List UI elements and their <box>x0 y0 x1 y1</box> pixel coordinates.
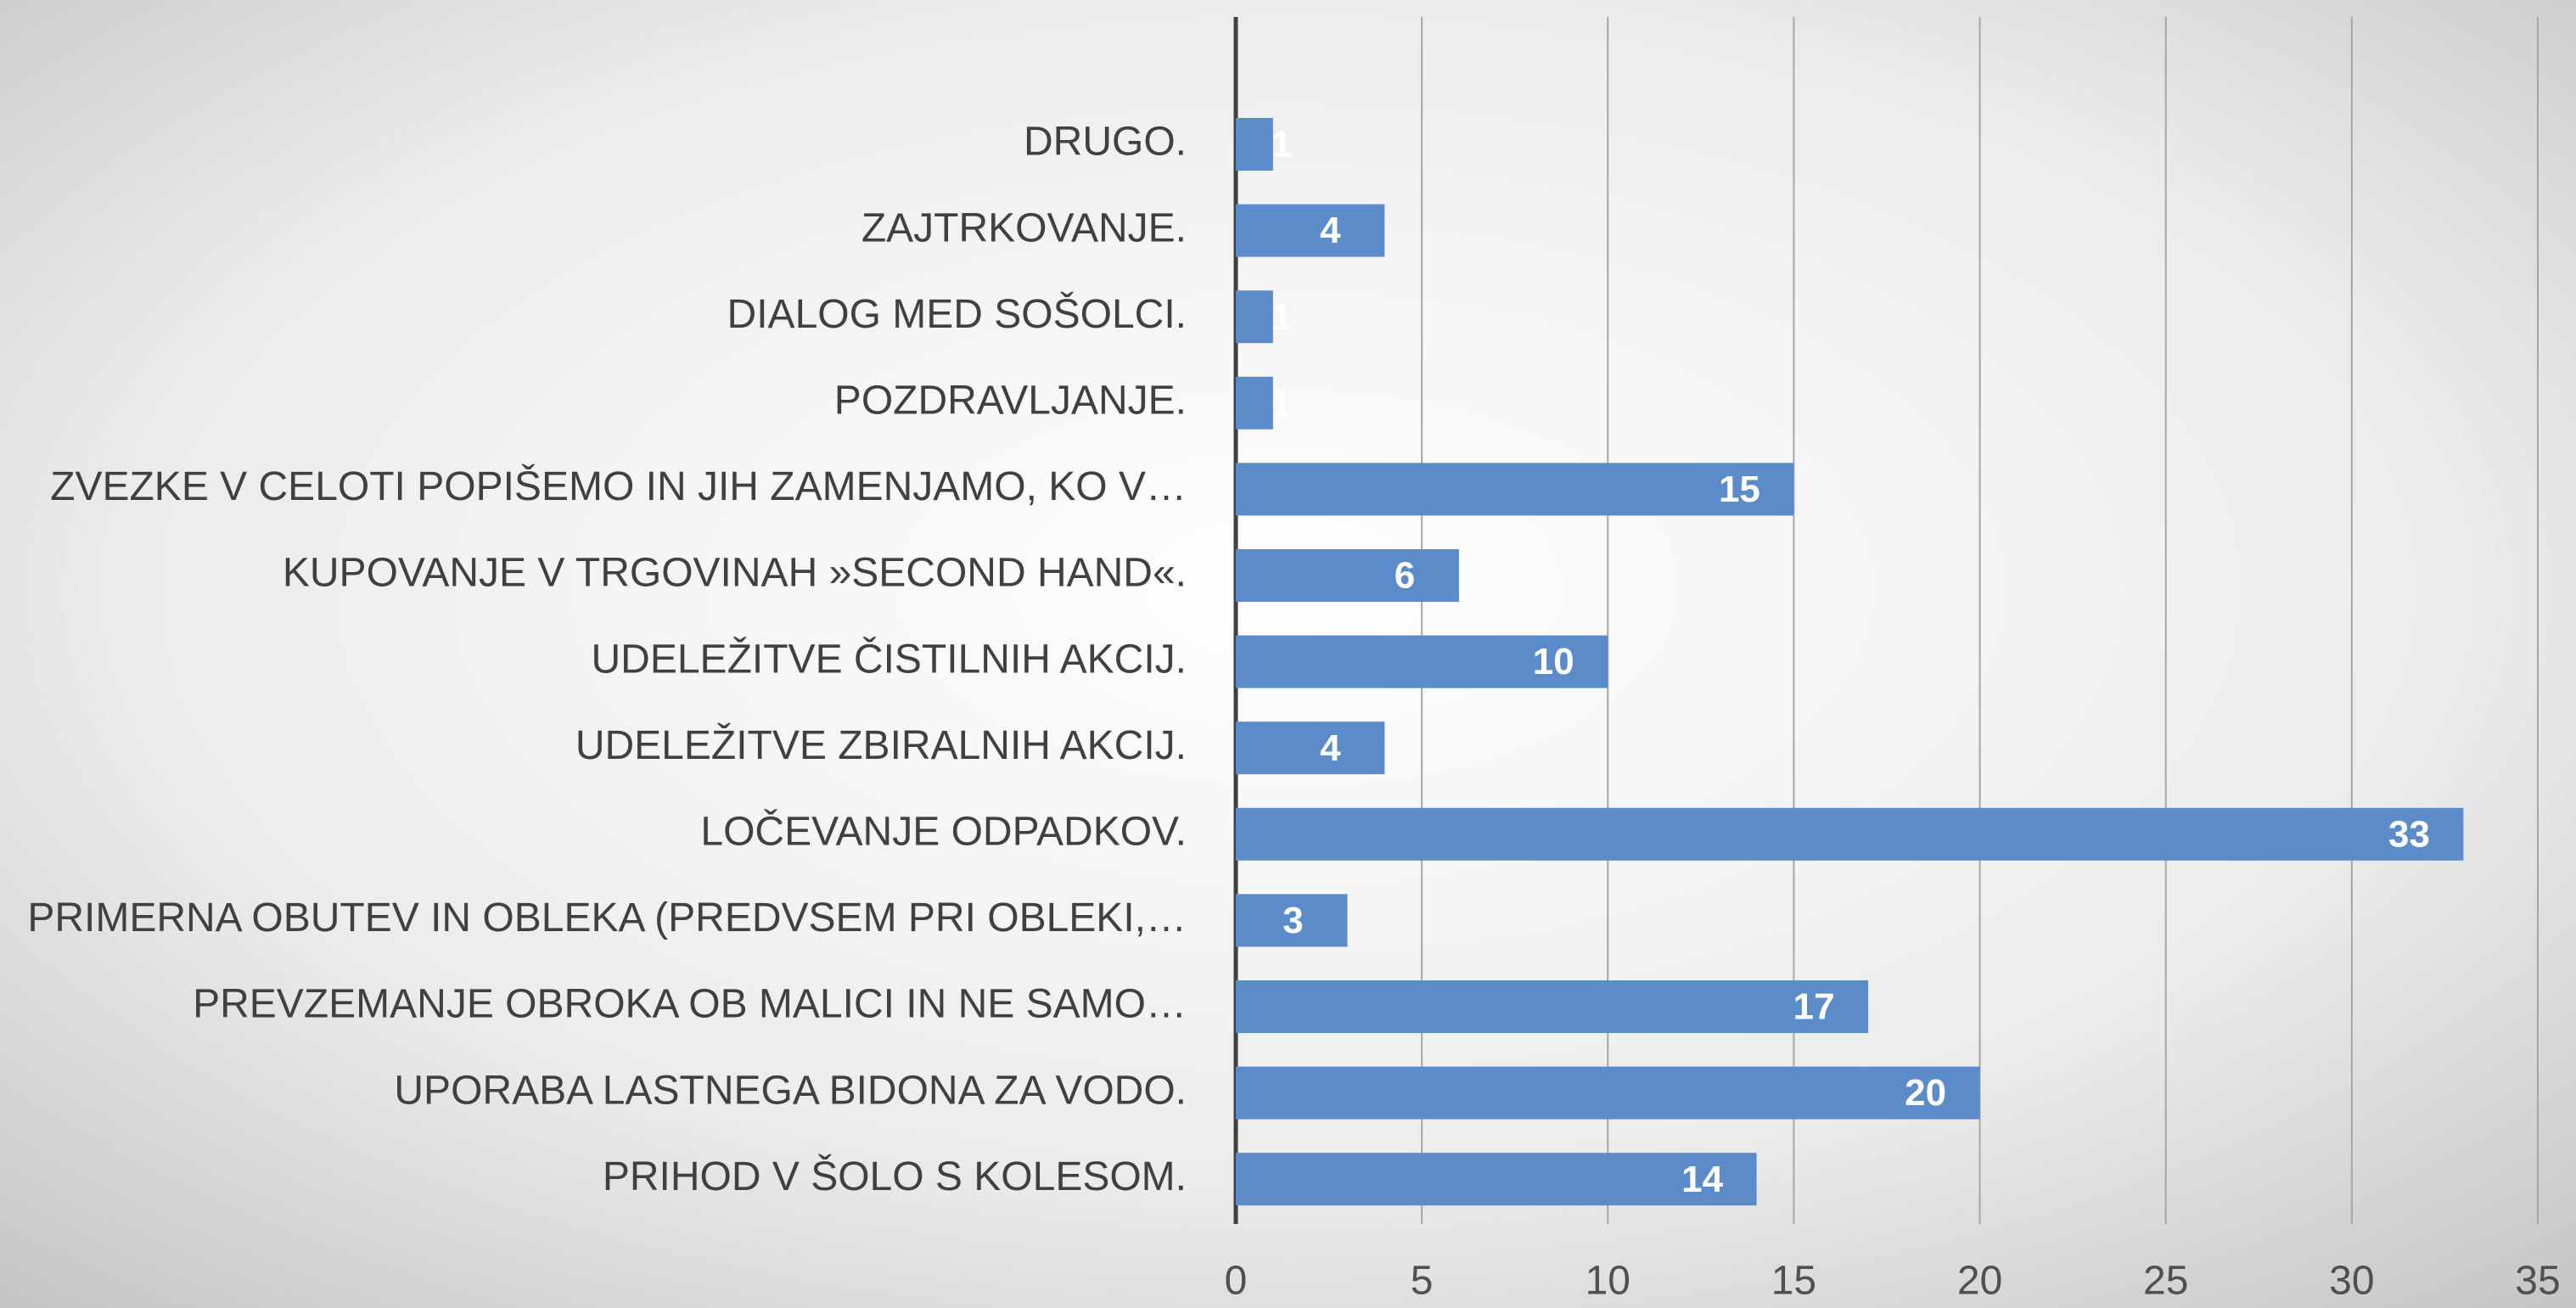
value-label: 10 <box>1533 641 1574 682</box>
y-tick-label: LOČEVANJE ODPADKOV. <box>700 808 1187 854</box>
bar <box>1236 1066 1980 1120</box>
value-label: 3 <box>1282 900 1303 941</box>
bar <box>1236 894 1348 947</box>
y-tick-label: PRIHOD V ŠOLO S KOLESOM. <box>603 1154 1187 1199</box>
value-label: 1 <box>1271 124 1292 166</box>
y-tick-label: POZDRAVLJANJE. <box>834 378 1187 423</box>
value-label: 33 <box>2388 813 2430 855</box>
bar <box>1236 721 1385 775</box>
x-tick-label: 10 <box>1585 1259 1630 1304</box>
x-tick-label: 20 <box>1957 1259 2002 1304</box>
bar <box>1236 118 1273 171</box>
y-tick-label: KUPOVANJE V TRGOVINAH »SECOND HAND«. <box>283 551 1187 596</box>
y-tick-label: ZAJTRKOVANJE. <box>861 205 1187 250</box>
bar <box>1236 980 1869 1033</box>
y-tick-label: ZVEZKE V CELOTI POPIŠEMO IN JIH ZAMENJAM… <box>50 463 1187 509</box>
x-tick-label: 35 <box>2515 1259 2560 1304</box>
y-tick-label: UDELEŽITVE ČISTILNIH AKCIJ. <box>592 636 1187 682</box>
y-tick-label: DIALOG MED SOŠOLCI. <box>727 291 1187 337</box>
x-tick-label: 15 <box>1771 1259 1816 1304</box>
bar <box>1236 463 1794 516</box>
value-label: 1 <box>1271 296 1292 338</box>
value-label: 14 <box>1681 1159 1723 1200</box>
x-tick-label: 0 <box>1225 1259 1248 1304</box>
value-label: 4 <box>1320 727 1341 769</box>
value-label: 20 <box>1905 1072 1946 1114</box>
value-label: 15 <box>1719 469 1760 510</box>
value-label: 4 <box>1320 210 1341 251</box>
y-tick-label: DRUGO. <box>1024 120 1187 165</box>
y-tick-label: PREVZEMANJE OBROKA OB MALICI IN NE SAMO… <box>193 982 1187 1027</box>
x-tick-label: 30 <box>2329 1259 2374 1304</box>
y-tick-label: UDELEŽITVE ZBIRALNIH AKCIJ. <box>575 723 1187 768</box>
bar <box>1236 549 1459 602</box>
bar <box>1236 204 1385 257</box>
x-tick-label: 25 <box>2143 1259 2188 1304</box>
bar <box>1236 290 1273 344</box>
value-label: 1 <box>1271 382 1292 424</box>
y-tick-label: UPORABA LASTNEGA BIDONA ZA VODO. <box>394 1068 1187 1113</box>
bar <box>1236 376 1273 429</box>
bar <box>1236 635 1608 688</box>
y-tick-label: PRIMERNA OBUTEV IN OBLEKA (PREDVSEM PRI … <box>27 895 1187 940</box>
bar <box>1236 1153 1757 1206</box>
bar <box>1236 807 2464 861</box>
x-tick-label: 5 <box>1411 1259 1434 1304</box>
value-label: 17 <box>1793 986 1835 1028</box>
value-label: 6 <box>1395 555 1415 597</box>
